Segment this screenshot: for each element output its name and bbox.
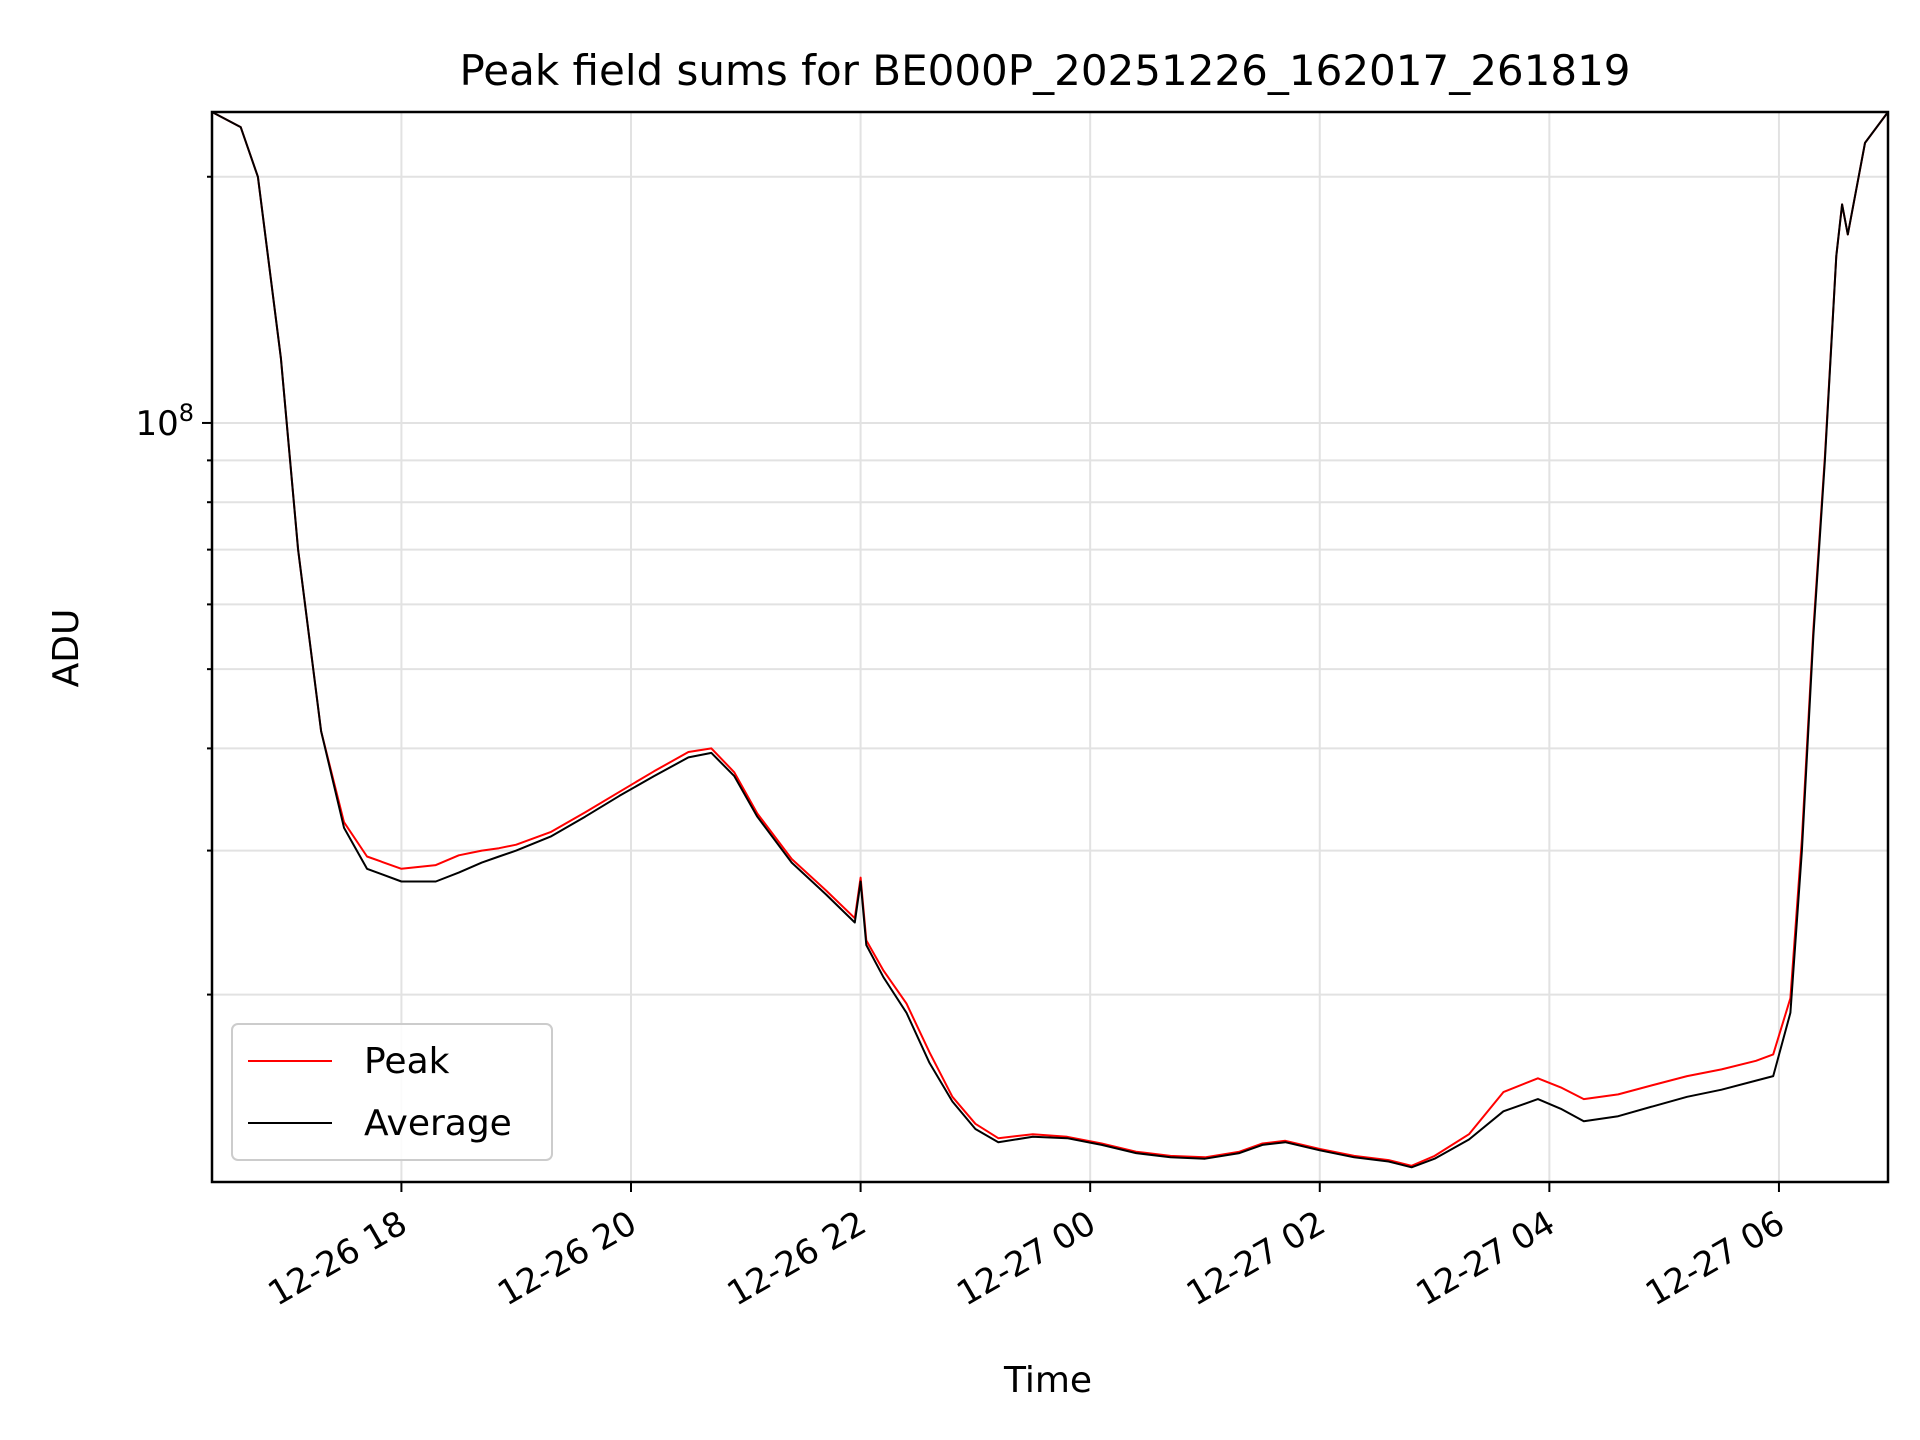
x-tick-label: 12-26 18 (262, 1203, 414, 1314)
x-tick-label: 12-27 06 (1639, 1203, 1791, 1314)
series-layer (211, 111, 1889, 1169)
legend-label-peak: Peak (364, 1041, 450, 1082)
y-axis: 108 (135, 175, 212, 996)
y-axis-label: ADU (46, 609, 87, 688)
chart-title: Peak field sums for BE000P_20251226_1620… (459, 46, 1630, 95)
y-tick-label: 108 (135, 399, 194, 444)
x-axis: 12-26 18 12-26 20 12-26 22 12-27 00 12-27 02… (262, 1182, 1791, 1314)
legend-label-average: Average (364, 1103, 512, 1144)
series-line-average (211, 111, 1889, 1169)
legend-box (231, 1023, 553, 1161)
legend: Peak Average (231, 1023, 553, 1161)
plot-area-frame (210, 110, 1890, 1184)
x-tick-label: 12-26 20 (491, 1203, 643, 1314)
grid (212, 112, 1888, 1182)
x-tick-label: 12-26 22 (721, 1203, 873, 1314)
x-tick-label: 12-27 00 (950, 1203, 1102, 1314)
x-axis-label: Time (1003, 1360, 1092, 1401)
series-line-peak (211, 111, 1889, 1167)
x-tick-label: 12-27 04 (1409, 1203, 1561, 1314)
x-tick-label: 12-27 02 (1180, 1203, 1332, 1314)
